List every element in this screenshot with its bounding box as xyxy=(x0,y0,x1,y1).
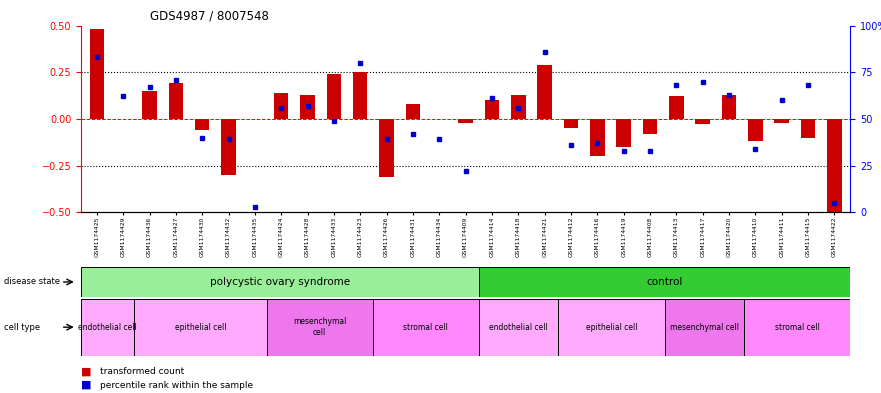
Bar xyxy=(143,91,157,119)
Bar xyxy=(827,119,841,212)
Text: ■: ■ xyxy=(81,366,92,376)
Text: stromal cell: stromal cell xyxy=(403,323,448,332)
Bar xyxy=(564,119,578,128)
Bar xyxy=(479,267,850,297)
Bar xyxy=(664,299,744,356)
Bar xyxy=(373,299,479,356)
Bar xyxy=(81,267,479,297)
Bar xyxy=(485,100,500,119)
Text: epithelial cell: epithelial cell xyxy=(586,323,637,332)
Bar xyxy=(327,74,341,119)
Text: percentile rank within the sample: percentile rank within the sample xyxy=(100,381,253,389)
Bar xyxy=(134,299,267,356)
Bar xyxy=(511,95,526,119)
Text: transformed count: transformed count xyxy=(100,367,184,376)
Bar xyxy=(90,29,104,119)
Text: mesenchymal cell: mesenchymal cell xyxy=(670,323,739,332)
Bar xyxy=(458,119,473,123)
Text: disease state: disease state xyxy=(4,277,60,286)
Text: GDS4987 / 8007548: GDS4987 / 8007548 xyxy=(150,10,269,23)
Text: stromal cell: stromal cell xyxy=(774,323,819,332)
Bar xyxy=(353,72,367,119)
Text: polycystic ovary syndrome: polycystic ovary syndrome xyxy=(210,277,350,287)
Bar xyxy=(195,119,210,130)
Text: epithelial cell: epithelial cell xyxy=(174,323,226,332)
Bar xyxy=(274,93,288,119)
Bar xyxy=(81,299,134,356)
Bar xyxy=(380,119,394,177)
Bar xyxy=(617,119,631,147)
Text: endothelial cell: endothelial cell xyxy=(78,323,137,332)
Bar xyxy=(559,299,664,356)
Text: ■: ■ xyxy=(81,380,92,390)
Bar xyxy=(221,119,236,175)
Bar xyxy=(267,299,373,356)
Bar xyxy=(748,119,763,141)
Text: endothelial cell: endothelial cell xyxy=(489,323,548,332)
Bar xyxy=(669,96,684,119)
Bar xyxy=(722,95,737,119)
Bar xyxy=(774,119,788,123)
Bar xyxy=(695,119,710,125)
Text: cell type: cell type xyxy=(4,323,40,332)
Bar xyxy=(300,95,315,119)
Bar xyxy=(801,119,815,138)
Bar xyxy=(744,299,850,356)
Text: control: control xyxy=(647,277,683,287)
Bar xyxy=(479,299,559,356)
Bar xyxy=(405,104,420,119)
Bar xyxy=(590,119,604,156)
Text: mesenchymal
cell: mesenchymal cell xyxy=(293,318,346,337)
Bar xyxy=(643,119,657,134)
Bar xyxy=(537,65,552,119)
Bar xyxy=(168,83,183,119)
